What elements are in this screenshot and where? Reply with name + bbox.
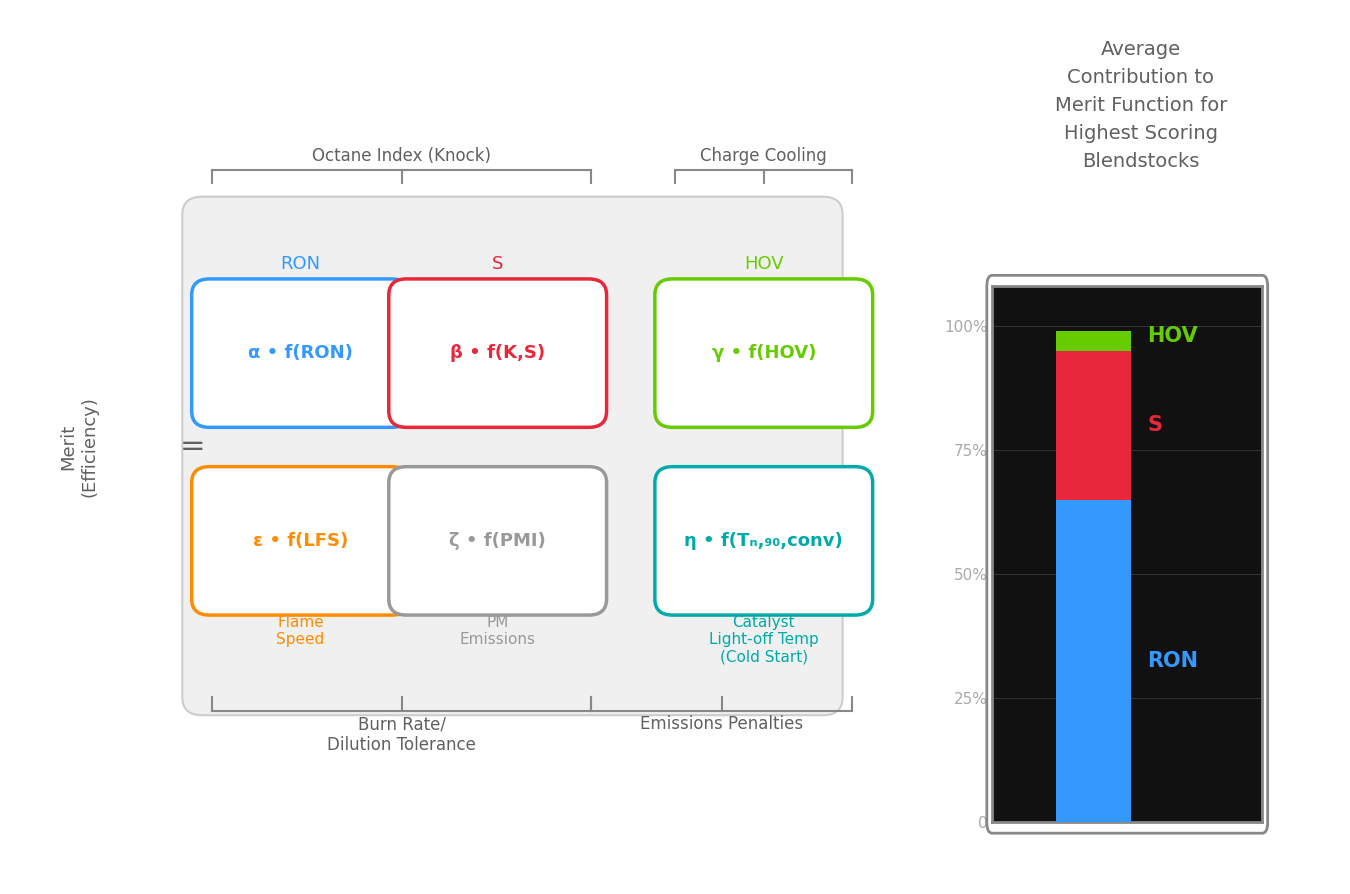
Bar bbox=[1056, 331, 1131, 350]
Text: η • f(Tₙ,₉₀,conv): η • f(Tₙ,₉₀,conv) bbox=[684, 532, 844, 550]
Text: =: = bbox=[180, 433, 205, 461]
FancyBboxPatch shape bbox=[192, 467, 409, 615]
Bar bbox=[1056, 500, 1131, 822]
Text: RON: RON bbox=[1148, 651, 1199, 671]
Text: Emissions Penalties: Emissions Penalties bbox=[640, 715, 803, 733]
Text: γ • f(HOV): γ • f(HOV) bbox=[711, 344, 815, 362]
Text: HOV: HOV bbox=[1148, 325, 1199, 346]
FancyBboxPatch shape bbox=[389, 279, 606, 427]
Text: PM
Emissions: PM Emissions bbox=[460, 615, 536, 647]
Text: Burn Rate/
Dilution Tolerance: Burn Rate/ Dilution Tolerance bbox=[327, 715, 477, 754]
Text: ζ • f(PMI): ζ • f(PMI) bbox=[450, 532, 545, 550]
Text: Charge Cooling: Charge Cooling bbox=[701, 148, 828, 165]
Text: α • f(RON): α • f(RON) bbox=[248, 344, 352, 362]
Text: Merit
(Efficiency): Merit (Efficiency) bbox=[59, 397, 99, 497]
FancyBboxPatch shape bbox=[182, 197, 842, 715]
Text: Octane Index (Knock): Octane Index (Knock) bbox=[312, 148, 491, 165]
FancyBboxPatch shape bbox=[192, 279, 409, 427]
Text: Average
Contribution to
Merit Function for
Highest Scoring
Blendstocks: Average Contribution to Merit Function f… bbox=[1054, 40, 1227, 172]
Bar bbox=[1056, 350, 1131, 500]
FancyBboxPatch shape bbox=[655, 467, 872, 615]
Text: S: S bbox=[491, 255, 504, 273]
Text: S: S bbox=[1148, 415, 1162, 435]
Text: RON: RON bbox=[281, 255, 321, 273]
Text: Catalyst
Light-off Temp
(Cold Start): Catalyst Light-off Temp (Cold Start) bbox=[709, 615, 818, 665]
FancyBboxPatch shape bbox=[655, 279, 872, 427]
Text: ε • f(LFS): ε • f(LFS) bbox=[252, 532, 348, 550]
FancyBboxPatch shape bbox=[389, 467, 606, 615]
Text: HOV: HOV bbox=[744, 255, 783, 273]
Text: Flame
Speed: Flame Speed bbox=[277, 615, 325, 647]
Text: β • f(K,S): β • f(K,S) bbox=[450, 344, 545, 362]
